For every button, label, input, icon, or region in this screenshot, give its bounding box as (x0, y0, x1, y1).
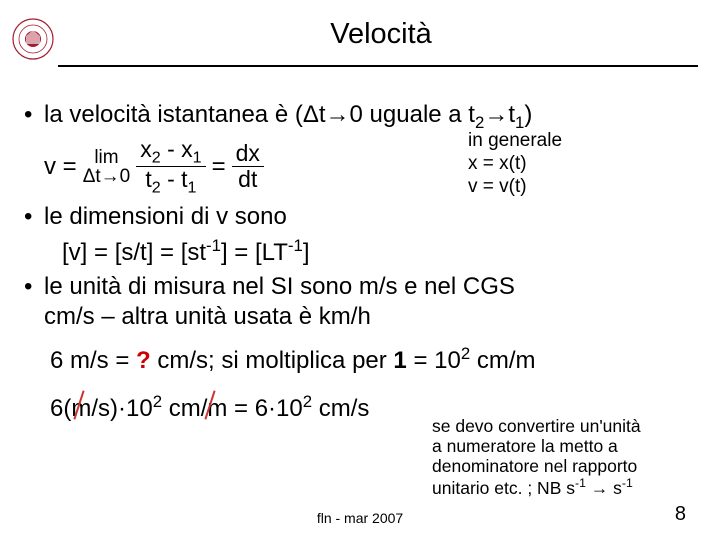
text: [v] = [s/t] = [st (62, 239, 206, 266)
bold-one: 1 (393, 347, 406, 374)
bullet-instantaneous-velocity: la velocità istantanea è (Δt→0 uguale a … (22, 100, 702, 134)
numerator: dx (232, 142, 264, 167)
superscript: -1 (288, 236, 303, 255)
subscript: 2 (475, 113, 484, 132)
university-seal-logo (12, 18, 54, 60)
text: 0 uguale a t (350, 101, 475, 128)
superscript: -1 (206, 236, 221, 255)
text: cm/m = 6·10 (162, 395, 303, 422)
equals: = (212, 152, 226, 182)
fraction-dx-dt: dx dt (232, 142, 264, 191)
side-note-conversion: se devo convertire un'unità a numeratore… (432, 416, 708, 498)
denominator: dt (234, 167, 261, 191)
arrow: → (326, 101, 350, 128)
text: unitario etc. ; NB s-1 → s-1 (432, 476, 708, 498)
title-container: Velocità (54, 18, 708, 51)
text: cm/m (470, 347, 535, 374)
superscript: 2 (153, 392, 162, 411)
text: a numeratore la metto a (432, 436, 708, 456)
footer-text: fln - mar 2007 (0, 510, 720, 526)
fraction-delta-x-t: x2 - x1 t2 - t1 (136, 138, 205, 196)
lim-approach: Δt→0 (83, 167, 131, 186)
text: se devo convertire un'unità (432, 416, 708, 436)
page-title: Velocità (330, 18, 432, 50)
text: t (508, 101, 515, 128)
bullet-units: le unità di misura nel SI sono m/s e nel… (22, 272, 702, 332)
equation-lhs: v = (44, 152, 77, 182)
text: ] (303, 239, 310, 266)
conversion-question: 6 m/s = ? cm/s; si moltiplica per 1 = 10… (50, 344, 702, 376)
superscript: 2 (303, 392, 312, 411)
text: in generale (468, 130, 562, 153)
subscript: 1 (515, 113, 524, 132)
text: = 10 (407, 347, 461, 374)
side-note-general: in generale x = x(t) v = v(t) (468, 130, 562, 198)
text: 6 m/s = (50, 347, 136, 374)
question-mark: ? (136, 347, 151, 374)
denominator: t2 - t1 (141, 167, 200, 196)
page-number: 8 (675, 503, 686, 526)
arrow: → (484, 101, 508, 128)
header: Velocità (12, 18, 708, 60)
text: le unità di misura nel SI sono m/s e nel… (44, 273, 515, 300)
numerator: x2 - x1 (136, 138, 205, 168)
limit-operator: lim Δt→0 (83, 148, 131, 186)
bullet-dimensions: le dimensioni di v sono (22, 202, 702, 232)
superscript: 2 (461, 344, 470, 363)
text: v = v(t) (468, 176, 562, 199)
lim-text: lim (94, 148, 118, 167)
text: cm/s (312, 395, 369, 422)
text: ] = [LT (221, 239, 288, 266)
text: cm/s; si moltiplica per (151, 347, 394, 374)
text: la velocità istantanea è (Δt (44, 101, 326, 128)
text: denominatore nel rapporto (432, 456, 708, 476)
text: 6(m/s)·10 (50, 395, 153, 422)
velocity-equation: v = lim Δt→0 x2 - x1 t2 - t1 = dx dt (44, 138, 702, 196)
text: cm/s – altra unità usata è km/h (44, 303, 371, 330)
title-underline (58, 65, 698, 67)
content-area: la velocità istantanea è (Δt→0 uguale a … (22, 100, 702, 430)
text: x = x(t) (468, 153, 562, 176)
text: ) (524, 101, 532, 128)
conversion-calculation: 6(m/s)·102 cm/m = 6·102 cm/s (50, 392, 369, 424)
dimensions-formula: [v] = [s/t] = [st-1] = [LT-1] (62, 236, 702, 268)
text: le dimensioni di v sono (44, 203, 287, 230)
